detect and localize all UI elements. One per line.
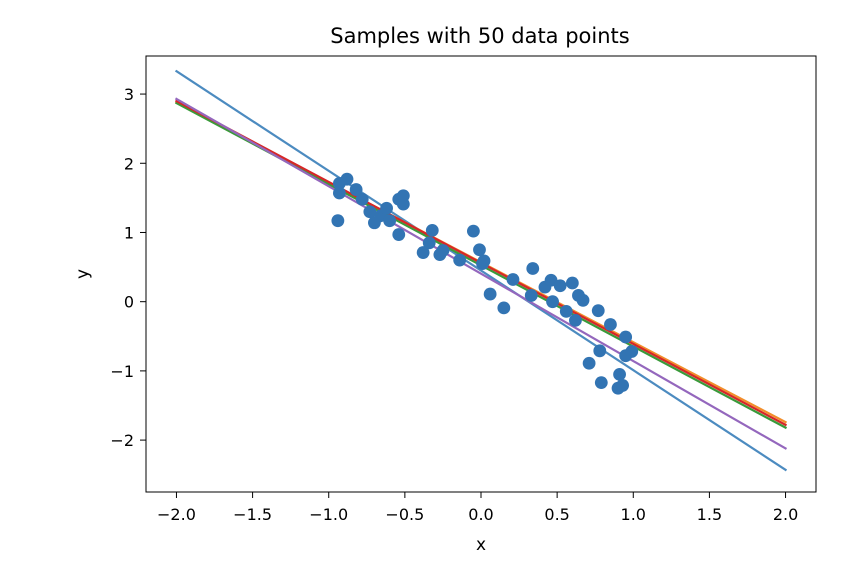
data-point-12 [392, 228, 406, 241]
x-tick-label-8: 1.5 [697, 505, 722, 524]
data-point-42 [594, 376, 608, 390]
data-point-26 [497, 301, 511, 315]
data-point-50 [476, 257, 489, 271]
data-point-29 [526, 262, 540, 275]
data-point-18 [425, 224, 439, 237]
x-tick-label-6: 0.5 [544, 505, 569, 524]
chart-title: Samples with 50 data points [330, 24, 629, 48]
y-axis-label: y [73, 269, 93, 279]
data-point-2 [332, 186, 346, 200]
data-point-28 [524, 289, 538, 302]
x-tick-label-3: −1.0 [309, 505, 348, 524]
data-point-22 [466, 224, 480, 238]
data-point-7 [363, 205, 377, 219]
y-tick-label-2: −1 [110, 362, 134, 381]
fit-line-1 [174, 69, 788, 472]
x-tick-label-7: 1.0 [621, 505, 646, 524]
data-point-23 [473, 243, 486, 257]
data-point-6 [355, 192, 369, 206]
y-tick-label-5: 2 [124, 154, 134, 173]
data-point-25 [483, 287, 497, 301]
data-point-36 [569, 313, 582, 327]
data-point-5 [349, 183, 363, 196]
fit-line-5 [174, 97, 788, 450]
y-tick-label-6: 3 [124, 85, 134, 104]
data-point-38 [576, 293, 590, 307]
data-point-21 [453, 253, 467, 267]
data-point-46 [616, 379, 630, 392]
x-axis-label: x [476, 535, 486, 555]
data-point-35 [565, 276, 579, 290]
data-point-1 [331, 214, 345, 228]
data-point-11 [383, 214, 397, 228]
y-tick-label-4: 1 [124, 223, 134, 242]
data-point-43 [604, 318, 617, 331]
data-point-39 [582, 356, 596, 370]
data-point-45 [613, 367, 626, 381]
y-tick-label-1: −2 [110, 431, 134, 450]
data-point-15 [396, 197, 410, 211]
data-point-10 [380, 201, 393, 215]
fit-lines [174, 69, 788, 472]
data-point-34 [559, 304, 573, 318]
data-point-32 [546, 295, 559, 309]
x-tick-label-1: −2.0 [157, 505, 196, 524]
y-tick-label-3: 0 [124, 293, 134, 312]
data-point-17 [422, 236, 436, 250]
x-tick-label-9: 2.0 [773, 505, 798, 524]
x-tick-label-4: −0.5 [385, 505, 424, 524]
data-point-16 [416, 246, 430, 259]
data-point-4 [340, 172, 354, 186]
data-point-40 [591, 304, 605, 318]
x-axis-ticks: −2.0 −1.5 −1.0 −0.5 0.0 0.5 1.0 1.5 2.0 [157, 492, 798, 524]
x-tick-label-2: −1.5 [233, 505, 272, 524]
data-point-20 [436, 244, 450, 257]
data-points [331, 172, 639, 395]
data-point-49 [625, 345, 639, 358]
data-point-27 [506, 273, 520, 286]
y-axis-ticks: −2 −1 0 1 2 3 [110, 85, 146, 450]
data-point-41 [593, 344, 607, 358]
data-point-33 [553, 279, 567, 293]
data-point-48 [619, 330, 633, 344]
x-tick-label-5: 0.0 [468, 505, 493, 524]
